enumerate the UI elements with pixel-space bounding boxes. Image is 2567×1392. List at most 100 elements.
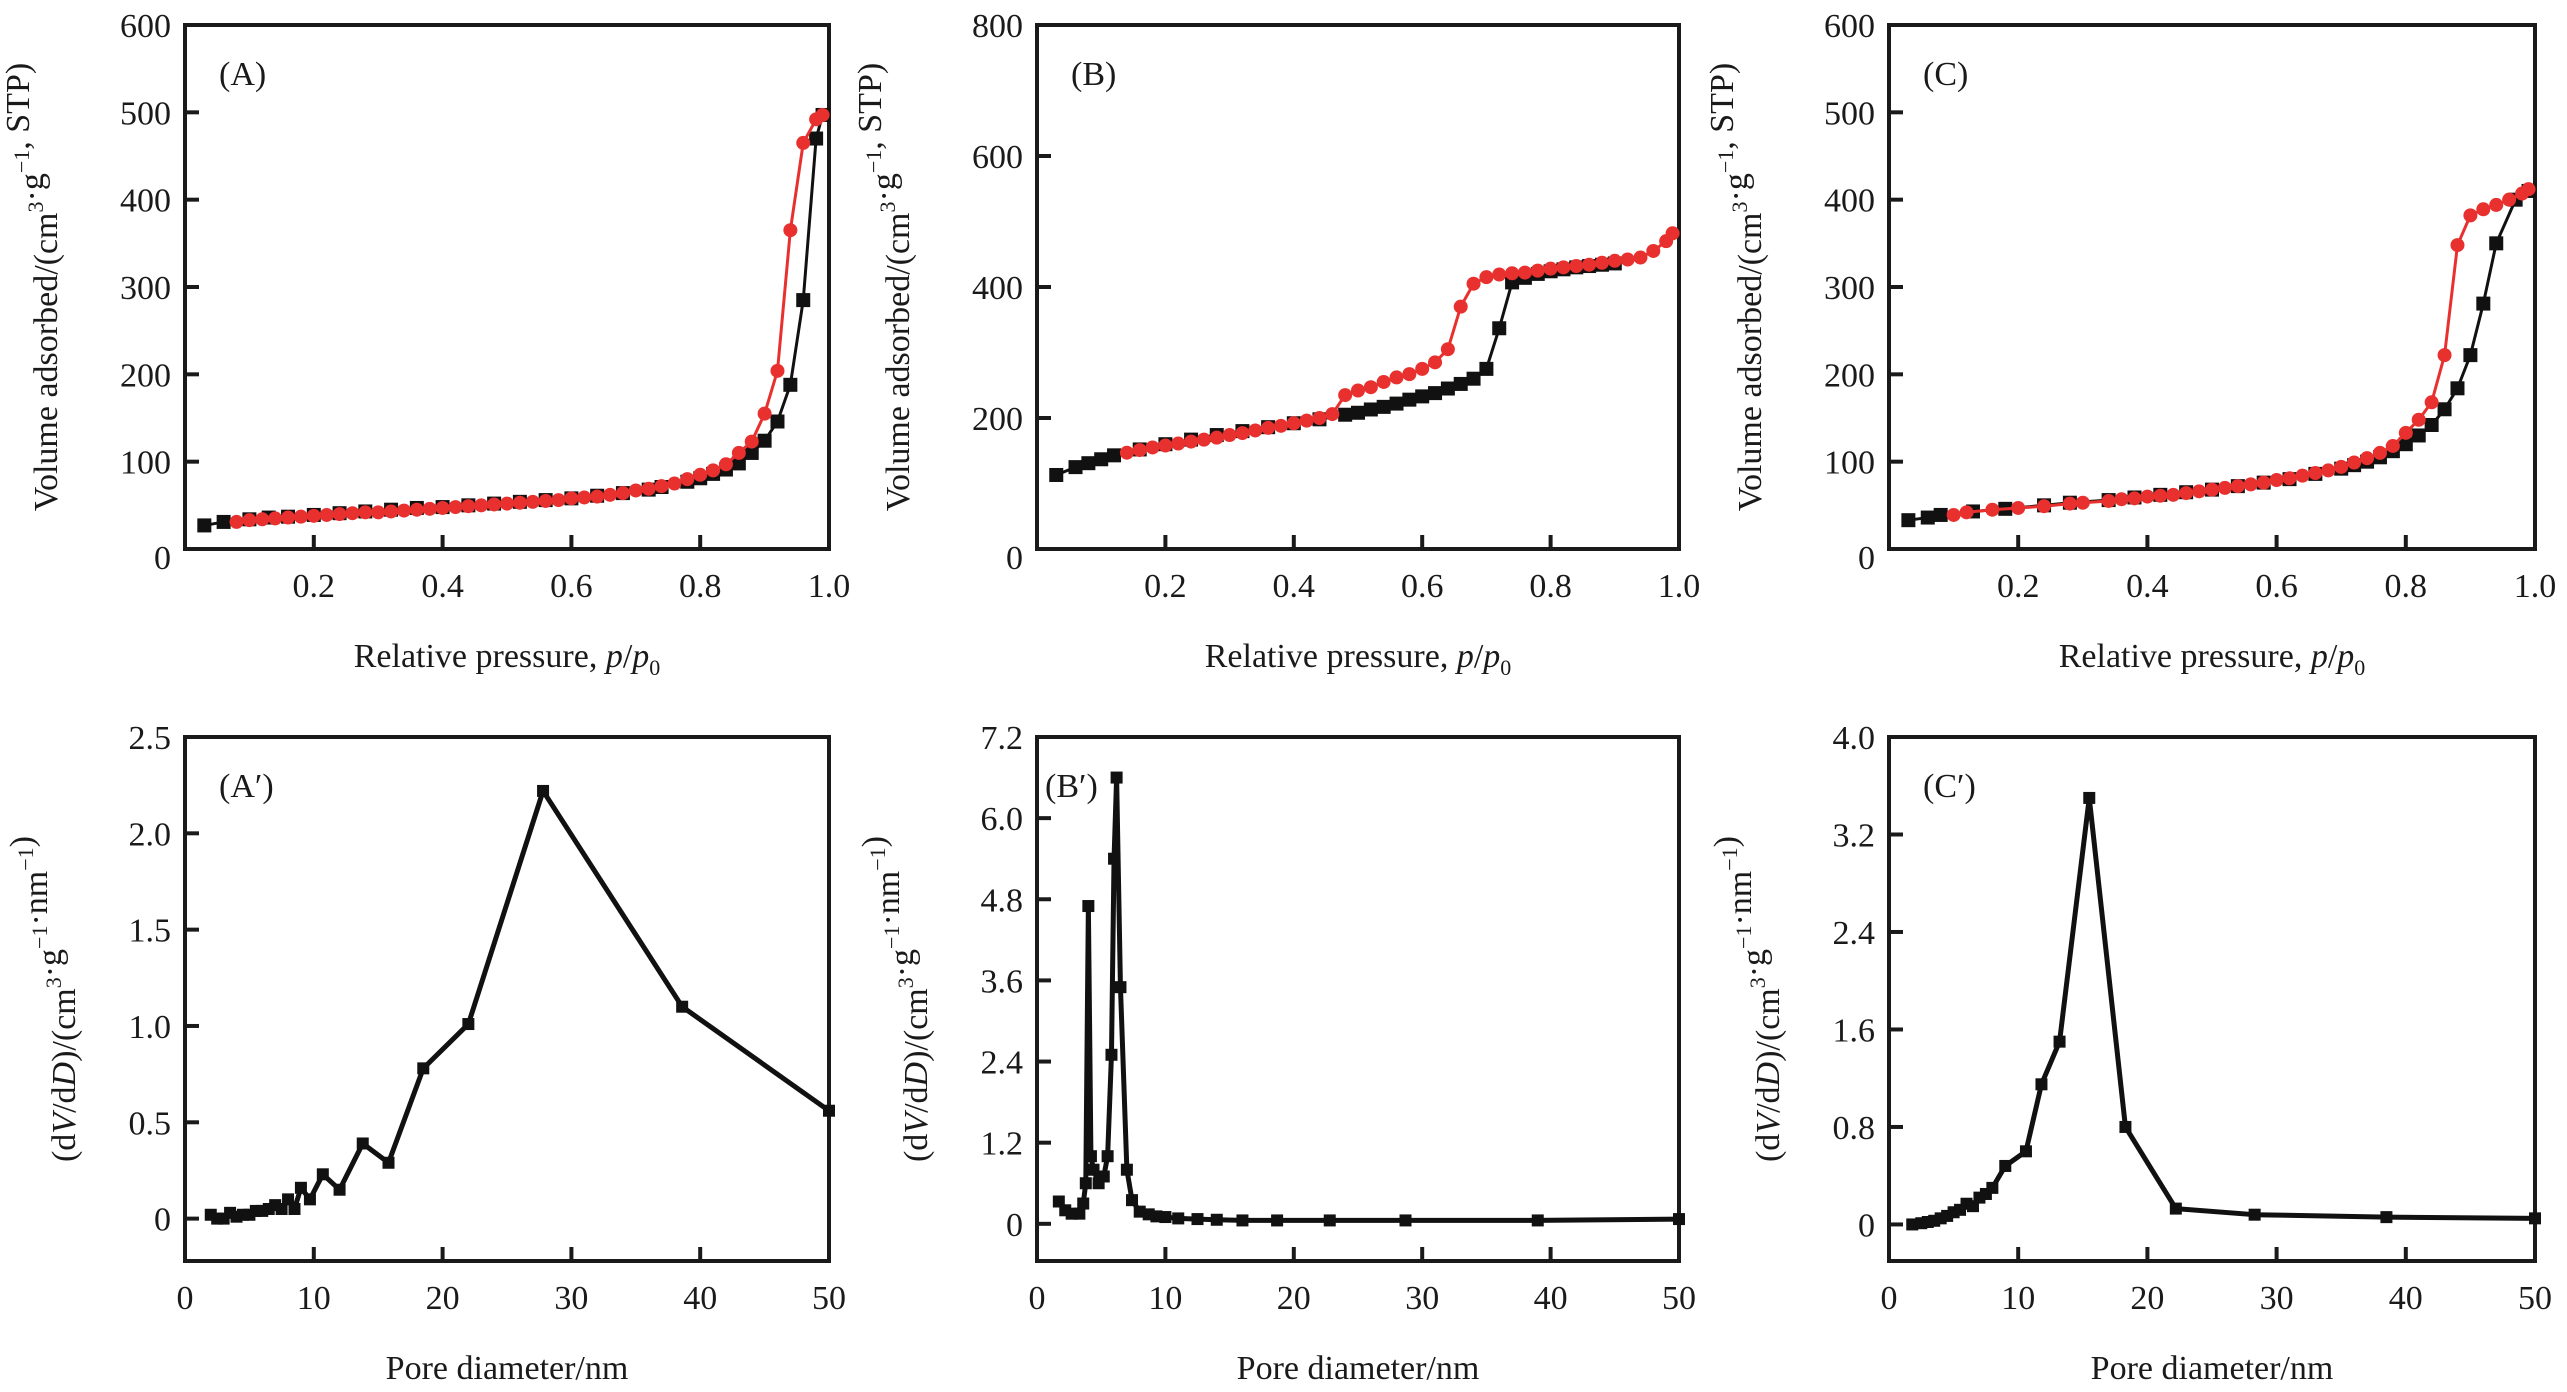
data-point xyxy=(242,513,257,528)
y-tick-label: 2.4 xyxy=(1833,915,1876,952)
data-point xyxy=(2489,197,2504,212)
y-tick-label: 2.4 xyxy=(981,1045,1024,1082)
data-point xyxy=(1466,371,1481,386)
data-point xyxy=(731,445,746,460)
data-point xyxy=(757,433,772,448)
x-tick-label: 0.6 xyxy=(2255,568,2298,605)
data-point xyxy=(615,486,630,501)
data-point xyxy=(783,223,798,238)
data-point xyxy=(1389,370,1404,385)
y-axis-title: Volume adsorbed/(cm3·g−1, STP) xyxy=(1704,63,1769,511)
data-point xyxy=(783,377,798,392)
y-tick-label: 200 xyxy=(1824,357,1875,394)
y-tick-label: 100 xyxy=(120,445,171,482)
data-point xyxy=(2011,500,2026,515)
data-point xyxy=(1453,299,1468,314)
plot-frame xyxy=(183,735,831,1263)
data-point xyxy=(1659,234,1674,249)
data-point xyxy=(2334,459,2349,474)
x-tick-label: 0.2 xyxy=(1997,568,2040,605)
data-point xyxy=(345,506,360,521)
data-point xyxy=(281,510,296,525)
data-point xyxy=(1087,1163,1100,1176)
data-point xyxy=(2372,445,2387,460)
data-point xyxy=(2169,1202,2182,1215)
x-axis-title: Pore diameter/nm xyxy=(386,1350,629,1387)
x-tick-label: 40 xyxy=(1534,1280,1568,1317)
data-point xyxy=(1999,1159,2012,1172)
data-point xyxy=(1271,1214,1284,1227)
y-tick-label: 600 xyxy=(120,8,171,45)
series-line-adsorption xyxy=(1908,189,2530,522)
x-tick-label: 0 xyxy=(1029,1280,1046,1317)
y-tick-label: 0 xyxy=(1858,540,1875,577)
x-tick-label: 1.0 xyxy=(2514,568,2557,605)
data-point xyxy=(2463,208,2478,223)
y-tick-label: 400 xyxy=(120,183,171,220)
data-point xyxy=(1363,380,1378,395)
y-tick-label: 1.0 xyxy=(129,1009,172,1046)
x-tick-label: 40 xyxy=(683,1280,717,1317)
x-tick-label: 0 xyxy=(177,1280,194,1317)
data-point xyxy=(2502,192,2517,207)
data-point xyxy=(384,504,399,519)
y-tick-label: 1.5 xyxy=(129,913,172,950)
data-point xyxy=(2153,488,2168,503)
data-point xyxy=(667,476,682,491)
data-point xyxy=(1077,1197,1090,1210)
x-tick-label: 0.8 xyxy=(679,568,722,605)
panel-C: 0.2 0.4 0.6 0.8 1.0 0 100 200 300 400 500 600 (C) Rel… xyxy=(1704,8,2556,680)
data-point xyxy=(2062,496,2077,511)
data-point xyxy=(462,1018,475,1031)
data-point xyxy=(332,507,347,522)
data-point xyxy=(461,499,476,514)
data-point xyxy=(1107,448,1122,463)
data-point xyxy=(1159,1211,1172,1224)
data-point xyxy=(1959,505,1974,520)
data-point xyxy=(1126,1194,1139,1207)
data-point xyxy=(1236,1214,1249,1227)
data-point xyxy=(500,496,514,511)
x-tick-label: 0.2 xyxy=(293,568,336,605)
panel-A2: 0 10 20 30 40 50 0 0.5 1.0 1.5 2.0 2.5 (A′) Pore diam… xyxy=(4,720,846,1387)
data-point xyxy=(809,112,824,127)
data-point xyxy=(706,463,721,478)
data-point xyxy=(1363,402,1378,417)
data-point xyxy=(809,131,824,146)
data-point xyxy=(1172,1212,1185,1225)
data-point xyxy=(1351,405,1365,420)
y-tick-label: 1.6 xyxy=(1833,1012,1876,1049)
data-point xyxy=(1312,411,1327,425)
data-point xyxy=(1492,267,1507,282)
y-tick-label: 800 xyxy=(972,8,1023,45)
data-point xyxy=(417,1062,430,1075)
data-point xyxy=(2515,186,2530,201)
x-axis-title: Pore diameter/nm xyxy=(2091,1350,2334,1387)
data-point xyxy=(512,495,527,510)
data-point xyxy=(2308,466,2323,481)
y-tick-label: 0 xyxy=(1858,1207,1875,1244)
data-point xyxy=(1582,257,1597,272)
data-point xyxy=(2248,1208,2261,1221)
y-tick-label: 600 xyxy=(1824,8,1875,45)
y-tick-label: 4.8 xyxy=(981,882,1024,919)
data-point xyxy=(282,1193,295,1206)
data-point xyxy=(1108,852,1121,865)
data-point xyxy=(1505,266,1520,281)
data-point xyxy=(1453,376,1468,391)
x-tick-label: 30 xyxy=(1405,1280,1439,1317)
data-point xyxy=(744,434,759,449)
data-point xyxy=(2450,381,2465,396)
y-axis-title: (dV/dD)/(cm3·g−1·nm−1) xyxy=(856,836,935,1162)
data-point xyxy=(770,414,785,429)
panel-label: (C) xyxy=(1923,56,1968,93)
y-tick-label: 300 xyxy=(120,270,171,307)
y-tick-label: 0 xyxy=(1006,540,1023,577)
data-point xyxy=(2424,417,2439,432)
data-point xyxy=(1531,1214,1544,1227)
panel-A: 0.2 0.4 0.6 0.8 1.0 0 100 200 300 400 500 600 (A) Rel… xyxy=(0,8,850,680)
x-tick-label: 20 xyxy=(2130,1280,2164,1317)
data-point xyxy=(770,363,785,378)
data-point xyxy=(2119,1120,2132,1133)
x-tick-label: 0.8 xyxy=(1529,568,1572,605)
